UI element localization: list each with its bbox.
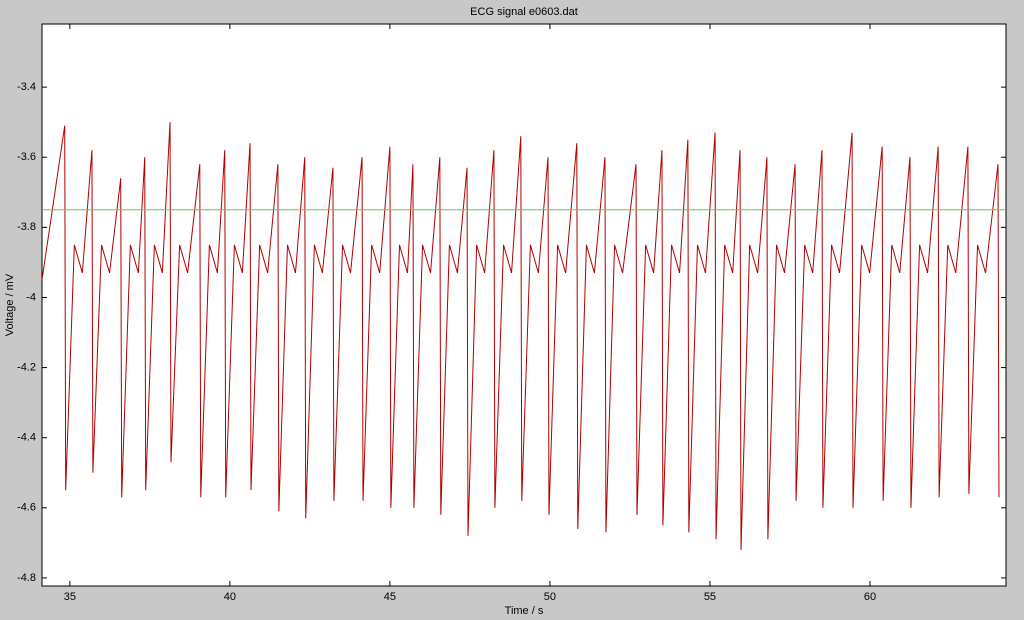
y-tick-label: -4.8 (17, 572, 36, 584)
y-tick-label: -3.6 (17, 151, 36, 163)
x-tick-label: 35 (64, 591, 76, 603)
y-tick-label: -3.4 (17, 81, 36, 93)
y-tick-label: -4.4 (17, 432, 36, 444)
series-line (41, 122, 1000, 550)
y-tick-label: -4.2 (17, 361, 36, 373)
y-tick-label: -3.8 (17, 221, 36, 233)
x-axis-label: Time / s (505, 605, 544, 617)
y-tick-label: -4.6 (17, 502, 36, 514)
y-tick-label: -4 (26, 291, 36, 303)
x-tick-label: 60 (864, 591, 876, 603)
plot-area (41, 23, 1007, 587)
x-tick-label: 40 (224, 591, 236, 603)
x-tick-label: 50 (544, 591, 556, 603)
x-tick-label: 55 (704, 591, 716, 603)
x-tick-label: 45 (384, 591, 396, 603)
y-axis-label: Voltage / mV (4, 273, 16, 336)
chart-title: ECG signal e0603.dat (470, 6, 578, 18)
